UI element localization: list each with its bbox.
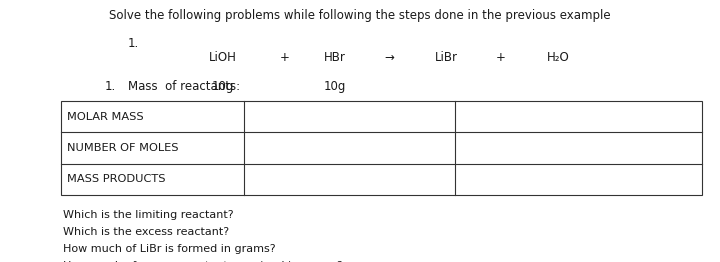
Text: +: + [279,51,289,64]
Text: 10g: 10g [212,80,235,93]
Text: 10g: 10g [323,80,346,93]
Text: 1.: 1. [127,37,139,50]
Text: Which is the excess reactant?: Which is the excess reactant? [63,227,230,237]
Text: Solve the following problems while following the steps done in the previous exam: Solve the following problems while follo… [109,9,611,22]
Text: +: + [495,51,505,64]
Bar [61,101,702,195]
Text: Mass  of reactants:: Mass of reactants: [128,80,240,93]
Text: How much of LiBr is formed in grams?: How much of LiBr is formed in grams? [63,244,276,254]
Text: HBr: HBr [324,51,346,64]
Text: 1.: 1. [104,80,116,93]
Text: MOLAR MASS: MOLAR MASS [67,112,143,122]
Text: H₂O: H₂O [546,51,570,64]
Text: →: → [384,51,394,64]
Text: MASS PRODUCTS: MASS PRODUCTS [67,174,166,184]
Text: LiBr: LiBr [435,51,458,64]
Text: NUMBER OF MOLES: NUMBER OF MOLES [67,143,179,153]
Text: Which is the limiting reactant?: Which is the limiting reactant? [63,210,234,220]
Text: LiOH: LiOH [210,51,237,64]
Text: How much of excess reactant remained in grams?: How much of excess reactant remained in … [63,261,343,262]
